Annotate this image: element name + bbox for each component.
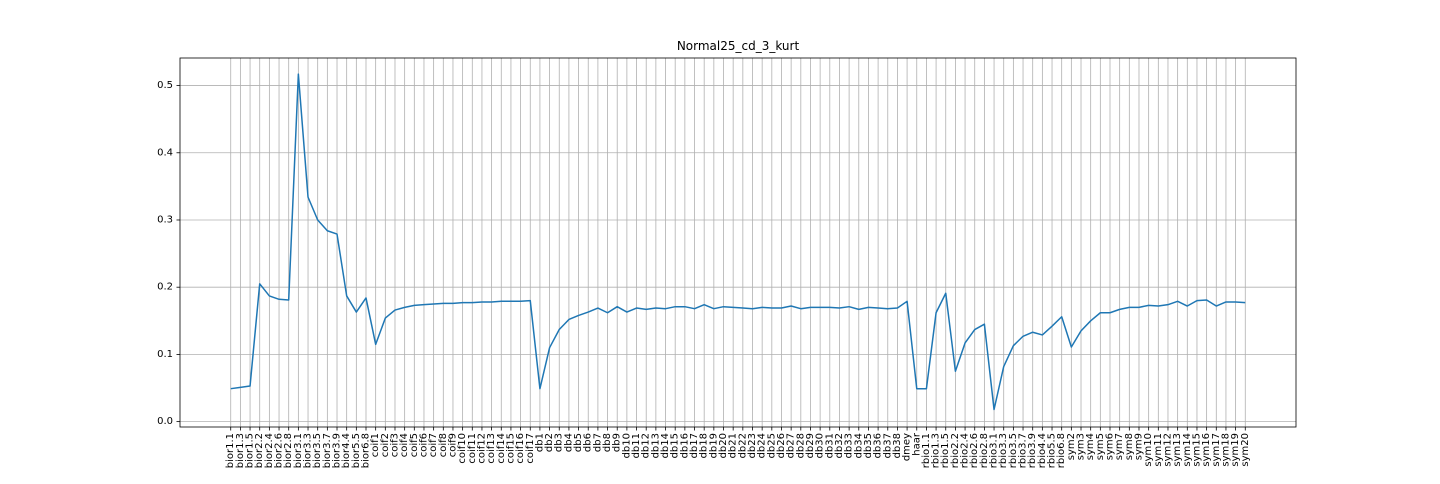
- y-tick-label: 0.5: [157, 80, 173, 91]
- y-tick-label: 0.1: [157, 349, 173, 360]
- chart-title: Normal25_cd_3_kurt: [677, 39, 800, 53]
- x-tick-label: sym20: [1240, 433, 1251, 467]
- y-tick-label: 0.2: [157, 282, 173, 293]
- y-tick-label: 0.4: [157, 147, 173, 158]
- y-tick-label: 0.3: [157, 214, 173, 225]
- y-tick-label: 0.0: [157, 416, 173, 427]
